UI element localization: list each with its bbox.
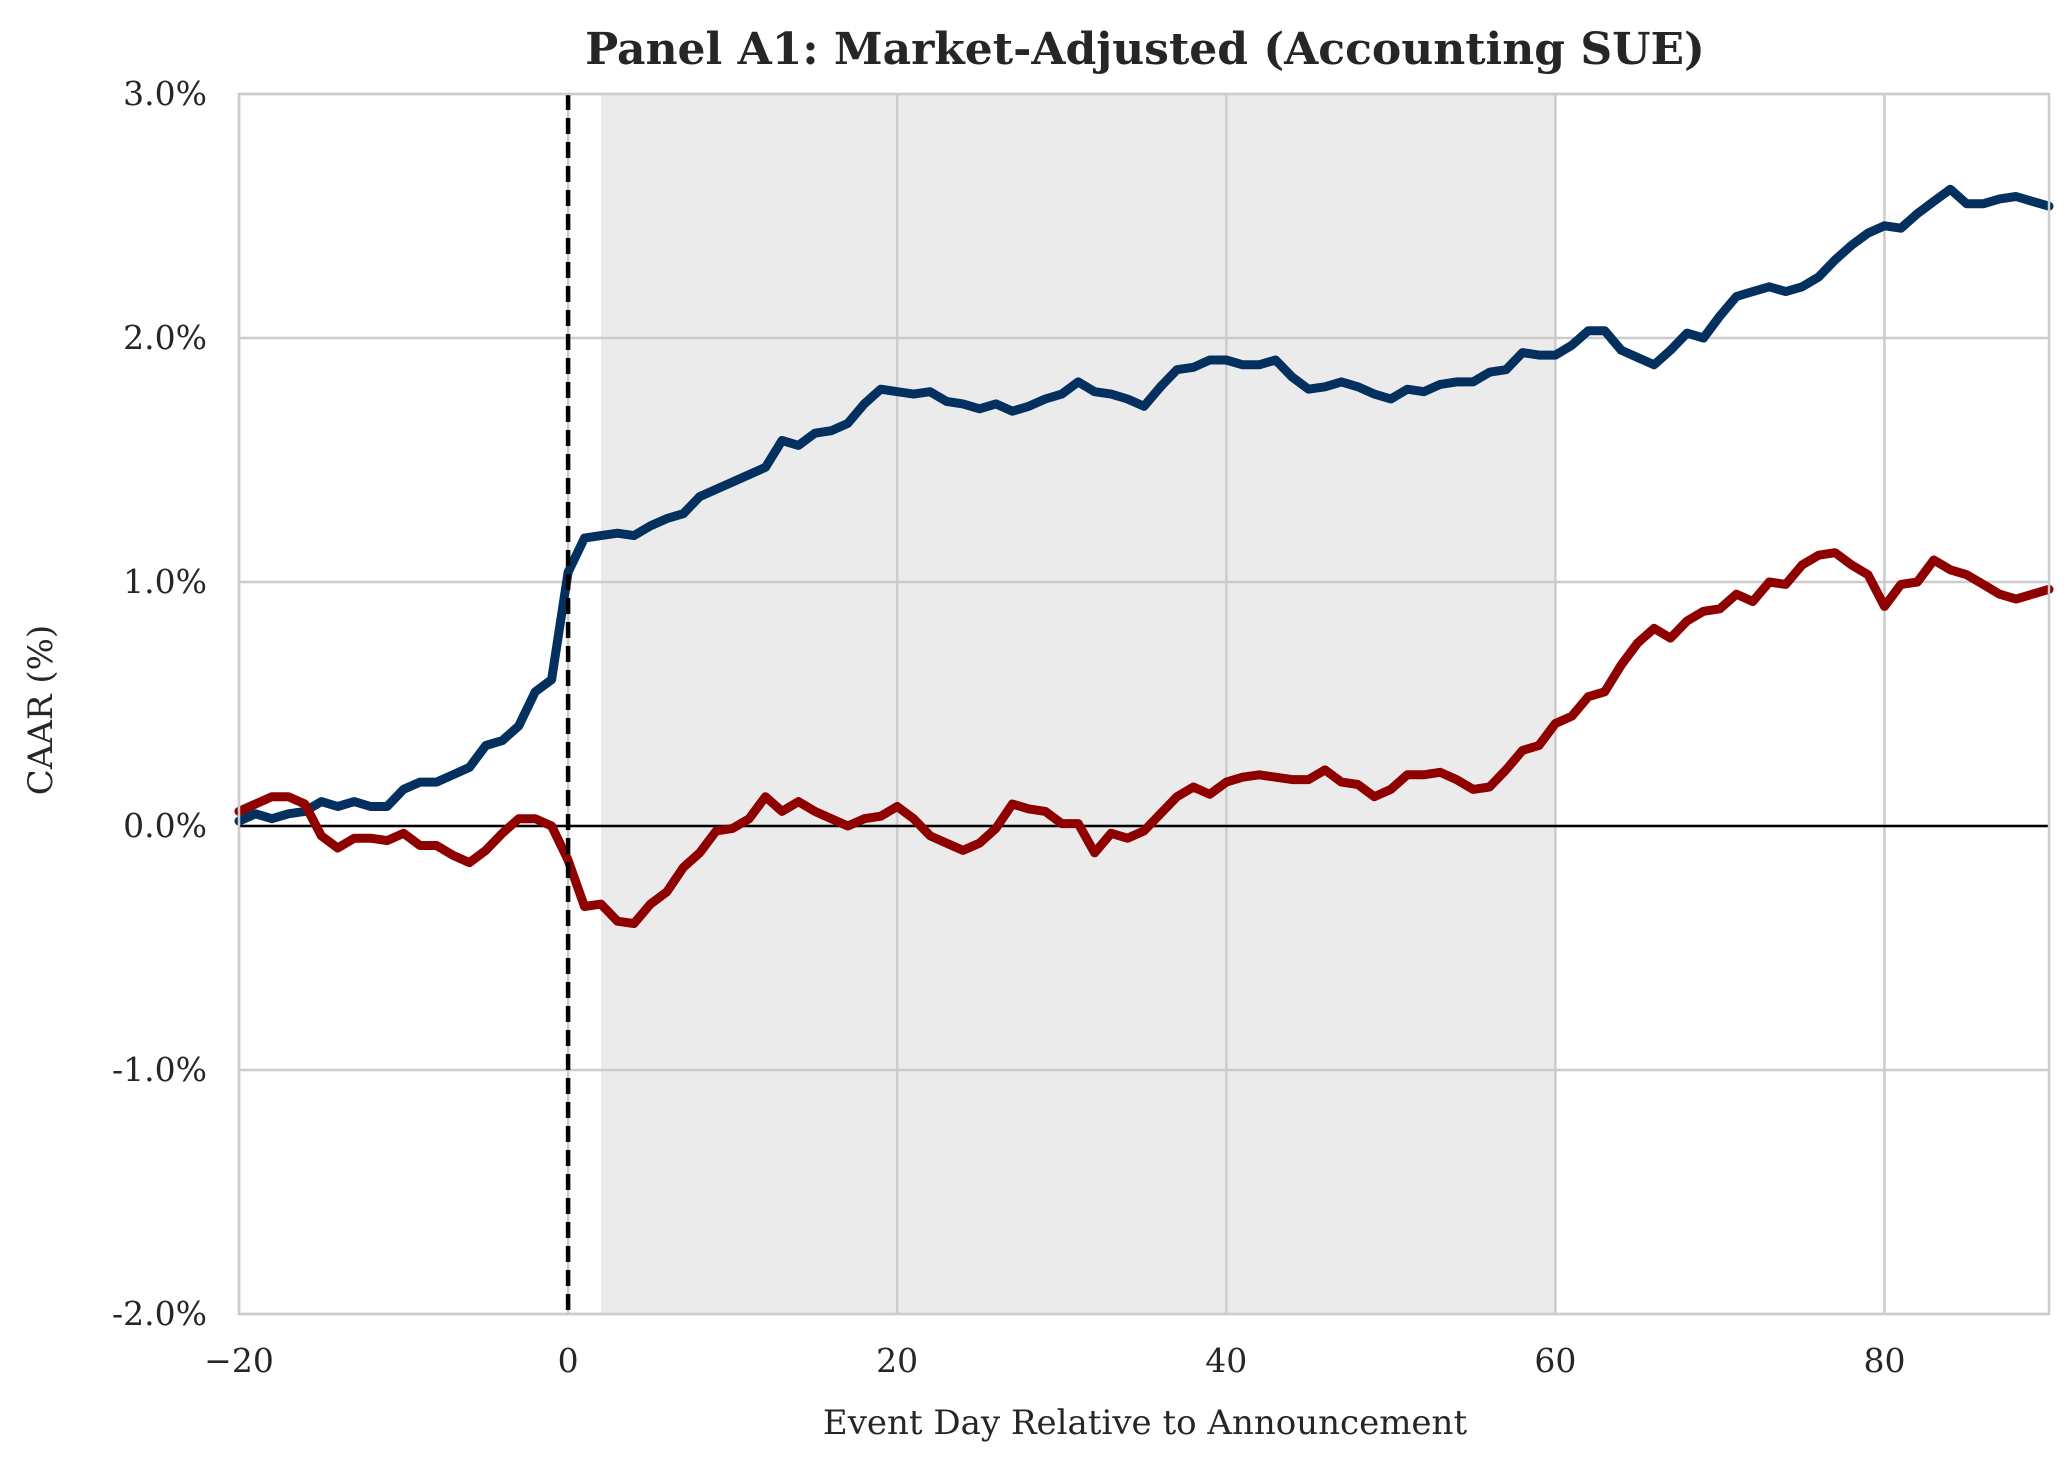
x-tick-label: 60	[1534, 1341, 1576, 1380]
y-axis-label: CAAR (%)	[21, 625, 61, 795]
x-tick-label: 80	[1863, 1341, 1905, 1380]
series-line-low-sue	[234, 548, 2054, 929]
series-line-high-sue	[234, 184, 2054, 826]
y-tick-label: 3.0%	[123, 74, 207, 113]
x-tick-labels: −20 0 20 40 60 80	[204, 1341, 1905, 1380]
y-tick-label: -1.0%	[112, 1050, 207, 1089]
x-tick-label: 0	[558, 1341, 579, 1380]
y-tick-labels: -2.0% -1.0% 0.0% 1.0% 2.0% 3.0%	[112, 74, 207, 1333]
plot-area	[234, 92, 2054, 1316]
x-tick-label: −20	[204, 1341, 274, 1380]
y-tick-label: 0.0%	[123, 806, 207, 845]
shaded-post-announcement-window	[601, 94, 1556, 1314]
plot-frame	[237, 92, 2051, 1316]
y-tick-label: 2.0%	[123, 318, 207, 357]
x-axis-label: Event Day Relative to Announcement	[823, 1403, 1468, 1443]
y-tick-label: -2.0%	[112, 1294, 207, 1333]
chart-title: Panel A1: Market-Adjusted (Accounting SU…	[585, 24, 1705, 75]
y-tick-label: 1.0%	[123, 562, 207, 601]
x-tick-label: 40	[1205, 1341, 1247, 1380]
x-tick-label: 20	[876, 1341, 918, 1380]
